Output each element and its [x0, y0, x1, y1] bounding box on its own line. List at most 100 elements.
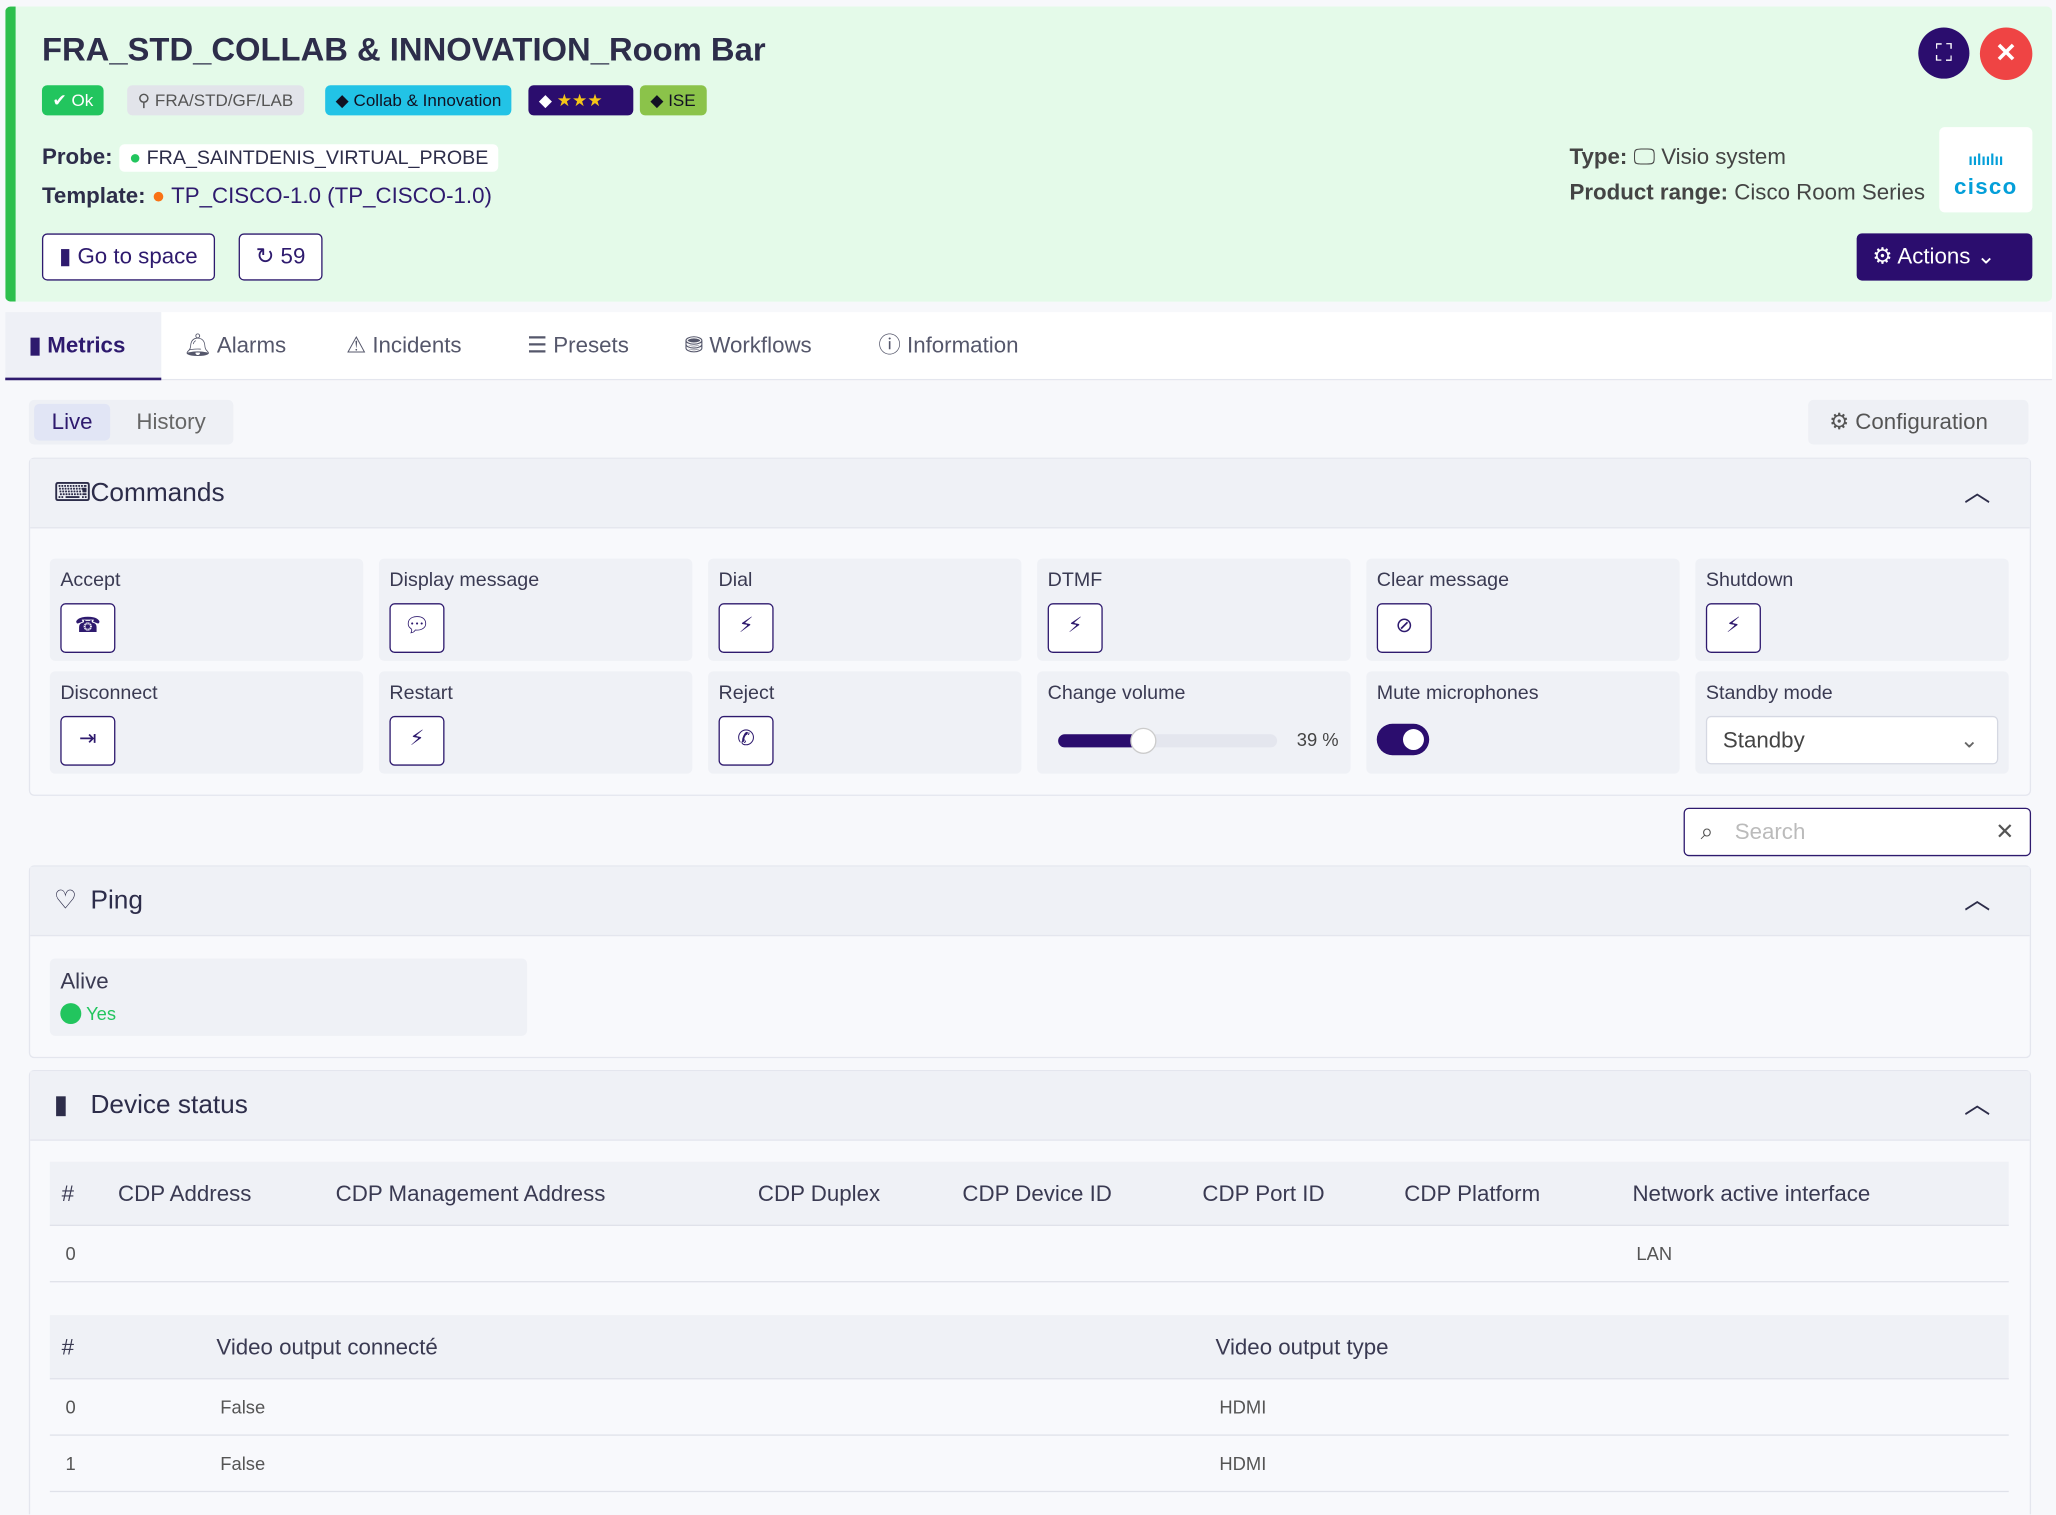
icon: ♡	[53, 886, 78, 916]
toggle[interactable]	[1376, 723, 1430, 756]
placeholder: Search	[1734, 819, 1806, 845]
collapse-button[interactable]: ︿	[1964, 886, 1991, 916]
column-header: Video output connecté	[216, 1334, 438, 1360]
command-button[interactable]: 💬︎	[389, 603, 445, 653]
volume-label: 39 %	[1296, 729, 1339, 751]
tab[interactable]: ⚠︎ Incidents	[346, 333, 462, 358]
template-row: Template: ● TP_CISCO-1.0 (TP_CISCO-1.0)	[41, 183, 492, 209]
item-label: Alive	[60, 968, 109, 994]
tab[interactable]: ⓘ Information	[878, 333, 1019, 358]
tab-bar	[5, 312, 2053, 381]
template-link[interactable]: TP_CISCO-1.0 (TP_CISCO-1.0)	[171, 183, 492, 209]
command-button[interactable]: ⇥	[60, 715, 116, 766]
table-cell: 0	[65, 1396, 76, 1418]
vendor-logo: ıılıılıı cisco	[1939, 127, 2033, 213]
column-header: Video output type	[1215, 1334, 1389, 1360]
go-to-space-button[interactable]: ▮ Go to space	[41, 233, 215, 281]
refresh-button[interactable]: ↻ 59	[238, 233, 323, 281]
probe-badge: ● FRA_SAINTDENIS_VIRTUAL_PROBE	[118, 144, 499, 172]
subtab[interactable]: Live	[34, 403, 111, 441]
subtab[interactable]: History	[136, 409, 206, 435]
collapse-button[interactable]: ︿	[1964, 478, 1991, 508]
tag-badge: ◆ ISE	[639, 85, 707, 116]
tab-text: Workflows	[709, 333, 812, 358]
command-label: Clear message	[1376, 569, 1510, 592]
command-label: Change volume	[1047, 681, 1186, 705]
command-item: Reject ✆	[708, 671, 1022, 774]
table-cell: 0	[65, 1243, 76, 1264]
value: Cisco Room Series	[1734, 179, 1926, 205]
command-item: Change volume 39 %	[1037, 671, 1351, 774]
value: Visio system	[1661, 144, 1786, 170]
select-value: Standby	[1722, 727, 1805, 753]
probe-name: FRA_SAINTDENIS_VIRTUAL_PROBE	[146, 146, 489, 170]
tab-text: Incidents	[372, 333, 462, 358]
badge-text: Ok	[71, 90, 94, 111]
command-button[interactable]: ✆	[718, 715, 774, 766]
command-item: Shutdown ⚡︎	[1695, 558, 2009, 661]
badge-text: ISE	[668, 90, 696, 111]
actions-button[interactable]: ⚙ Actions ⌄	[1856, 233, 2033, 281]
table-cell: 1	[65, 1452, 76, 1474]
table-cell: False	[220, 1396, 266, 1418]
command-item: Mute microphones	[1366, 671, 1680, 774]
device-status-card: ▮ Device status ︿	[28, 1069, 2032, 1515]
tab[interactable]: ☰ Presets	[527, 333, 629, 358]
tab[interactable]: ▮ Metrics	[5, 312, 162, 381]
command-label: DTMF	[1047, 569, 1103, 592]
range-row: Product range: Cisco Room Series	[1570, 180, 1926, 206]
ping-item: Alive Yes	[49, 958, 528, 1036]
type-row: Type: 🖵 Visio system	[1569, 144, 1786, 170]
card-header: ⌨ Commands ︿	[30, 458, 2030, 529]
tab-text: Presets	[553, 333, 629, 358]
command-button[interactable]: ⚡︎	[389, 715, 445, 766]
standby-select[interactable]: Standby ⌄	[1705, 715, 1999, 765]
collapse-button[interactable]: ︿	[1964, 1090, 1991, 1120]
table-header	[49, 1161, 2009, 1226]
location-badge: ⚲ FRA/STD/GF/LAB	[127, 85, 304, 116]
tab[interactable]: ⛃ Workflows	[684, 333, 812, 358]
configuration-button[interactable]: ⚙ Configuration	[1808, 399, 2029, 445]
command-label: Restart	[389, 681, 453, 705]
button-text: Actions	[1897, 243, 1971, 269]
command-button[interactable]: ⚡︎	[1047, 603, 1103, 653]
command-button[interactable]: ⚡︎	[718, 603, 774, 653]
label: Probe:	[41, 144, 113, 170]
tab-text: Information	[907, 333, 1019, 358]
card-title: Ping	[90, 886, 143, 916]
label: Template:	[41, 183, 146, 209]
toggle-knob	[1402, 729, 1424, 751]
column-header: #	[61, 1334, 75, 1360]
table-cell: HDMI	[1219, 1396, 1267, 1418]
table-header	[49, 1315, 2009, 1380]
command-item: Standby mode Standby ⌄	[1695, 671, 2009, 774]
command-button[interactable]: ⚡︎	[1705, 603, 1761, 653]
tab[interactable]: 🔔︎ Alarms	[183, 333, 287, 358]
item-value: Yes	[60, 1003, 116, 1025]
card-title: Device status	[90, 1090, 248, 1120]
command-item: Dial ⚡︎	[708, 558, 1022, 661]
status-badge: ✔ Ok	[41, 85, 104, 116]
search-input[interactable]: ⌕ Search ✕	[1683, 807, 2032, 857]
column-header: CDP Device ID	[962, 1181, 1112, 1207]
badge-text: FRA/STD/GF/LAB	[154, 90, 294, 111]
clear-button[interactable]: ✕	[1995, 819, 2015, 845]
command-button[interactable]: ☎	[60, 603, 116, 653]
column-header: CDP Port ID	[1202, 1181, 1325, 1207]
button-text: Go to space	[77, 243, 198, 269]
command-label: Standby mode	[1705, 681, 1833, 705]
command-button[interactable]: ⊘	[1376, 603, 1432, 653]
logo-bars: ıılıılıı	[1968, 150, 2004, 170]
slider-fill	[1058, 734, 1144, 748]
command-label: Reject	[718, 681, 775, 705]
close-button[interactable]: ✕	[1979, 27, 2033, 80]
probe-row: Probe: ● FRA_SAINTDENIS_VIRTUAL_PROBE	[41, 144, 499, 172]
slider-thumb[interactable]	[1130, 727, 1157, 754]
fullscreen-button[interactable]: ⛶	[1918, 27, 1970, 79]
card-header: ♡ Ping ︿	[30, 866, 2030, 937]
badge-text: Collab & Innovation	[353, 90, 502, 111]
device-title: FRA_STD_COLLAB & INNOVATION_Room Bar	[41, 31, 766, 69]
command-item: Accept ☎	[49, 558, 364, 661]
